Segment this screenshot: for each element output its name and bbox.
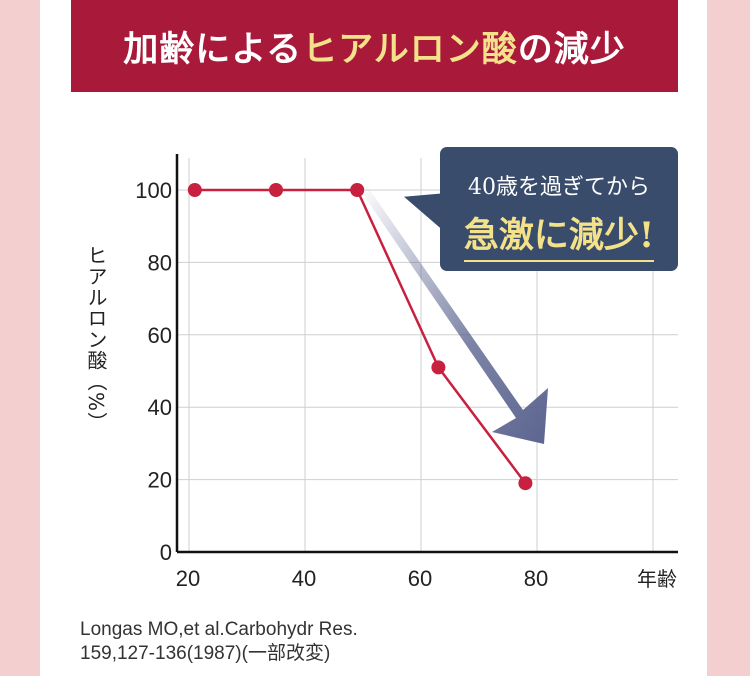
source-citation: Longas MO,et al.Carbohydr Res. 159,127-1… — [80, 618, 358, 666]
data-point — [187, 183, 202, 197]
banner-text-highlight: ヒアルロン酸 — [302, 29, 518, 70]
callout-line-2: 急激に減少! — [463, 207, 655, 262]
source-line-1: Longas MO,et al.Carbohydr Res. — [80, 619, 358, 640]
callout-line-1: 40歳を過ぎてから — [468, 175, 650, 200]
y-tick-label: 100 — [135, 178, 172, 203]
trend-arrow — [360, 186, 548, 444]
y-tick-label: 60 — [148, 323, 172, 348]
content-panel — [40, 0, 707, 676]
chart-series — [187, 183, 533, 491]
banner-text-1: 加齢による — [123, 29, 303, 70]
y-tick-label: 0 — [160, 540, 172, 565]
x-tick-label: 20 — [176, 566, 200, 591]
data-point — [431, 360, 446, 375]
title-banner: 加齢による ヒアルロン酸 の減少 — [71, 0, 678, 92]
data-point — [518, 476, 533, 491]
chart-axes — [175, 154, 678, 554]
x-axis-label: 年齢 — [637, 567, 677, 591]
x-tick-label: 80 — [524, 566, 548, 591]
arrow-shape — [360, 186, 548, 444]
y-tick-label: 20 — [148, 468, 172, 493]
x-tick-label: 40 — [292, 566, 316, 591]
y-axis-label: ヒアルロン酸（%） — [84, 245, 108, 434]
data-point — [350, 183, 365, 197]
banner-text-3: の減少 — [517, 29, 626, 70]
x-tick-label: 60 — [408, 566, 432, 591]
callout-box: 40歳を過ぎてから 急激に減少! — [440, 147, 678, 271]
source-line-2: 159,127-136(1987)(一部改変) — [80, 643, 331, 664]
y-tick-label: 80 — [148, 250, 172, 275]
data-point — [269, 183, 283, 197]
y-tick-label: 40 — [148, 395, 172, 420]
